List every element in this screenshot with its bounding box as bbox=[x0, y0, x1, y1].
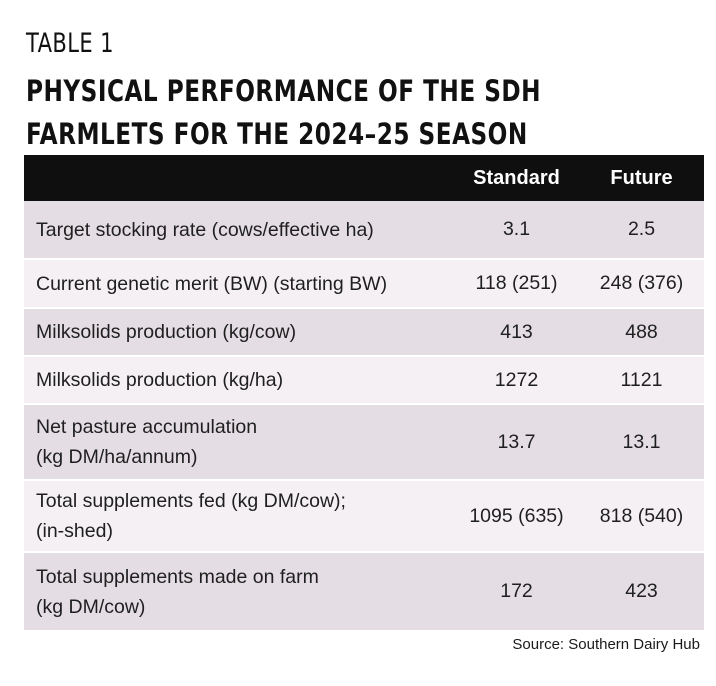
metric-line: Total supplements made on farm bbox=[36, 565, 319, 588]
metric-line: (kg DM/ha/annum) bbox=[36, 446, 198, 468]
table-title-line-1: PHYSICAL PERFORMANCE OF THE SDH bbox=[26, 74, 542, 108]
table-row: Net pasture accumulation (kg DM/ha/annum… bbox=[24, 404, 704, 480]
row-metric: Net pasture accumulation (kg DM/ha/annum… bbox=[24, 404, 454, 480]
row-standard-value: 172 bbox=[500, 580, 533, 602]
row-standard-value: 413 bbox=[500, 320, 533, 343]
row-standard-value: 3.1 bbox=[502, 218, 531, 240]
header-standard: Standard bbox=[473, 166, 560, 189]
header-row: Standard Future bbox=[24, 155, 704, 201]
table-row: Milksolids production (kg/ha) 1272 1121 bbox=[24, 356, 704, 404]
row-future-value: 13.1 bbox=[622, 430, 661, 453]
table-row: Milksolids production (kg/cow) 413 488 bbox=[24, 308, 704, 356]
metric-line: Target stocking rate (cows/effective ha) bbox=[36, 218, 374, 241]
table-row: Current genetic merit (BW) (starting BW)… bbox=[24, 259, 704, 308]
row-future-value: 488 bbox=[625, 320, 658, 343]
row-metric: Milksolids production (kg/ha) bbox=[24, 356, 454, 404]
row-standard-value: 13.7 bbox=[497, 430, 536, 453]
row-metric: Total supplements fed (kg DM/cow); (in-s… bbox=[24, 480, 454, 552]
row-metric: Current genetic merit (BW) (starting BW) bbox=[24, 259, 454, 308]
metric-line: Total supplements fed (kg DM/cow); bbox=[36, 490, 346, 512]
header-future: Future bbox=[610, 166, 673, 189]
performance-table: Standard Future Target stocking rate (co… bbox=[24, 155, 704, 632]
row-metric: Target stocking rate (cows/effective ha) bbox=[24, 201, 454, 259]
row-standard-value: 1272 bbox=[494, 368, 539, 391]
metric-line: (in-shed) bbox=[36, 520, 113, 542]
row-metric: Total supplements made on farm (kg DM/co… bbox=[24, 552, 454, 631]
table-row: Total supplements fed (kg DM/cow); (in-s… bbox=[24, 480, 704, 552]
table-row: Target stocking rate (cows/effective ha)… bbox=[24, 201, 704, 259]
metric-line: Milksolids production (kg/ha) bbox=[36, 369, 284, 391]
header-metric bbox=[24, 155, 454, 201]
row-standard-value: 1095 (635) bbox=[469, 504, 564, 527]
metric-line: Milksolids production (kg/cow) bbox=[36, 321, 297, 343]
row-future-value: 1121 bbox=[620, 368, 663, 391]
row-standard-value: 118 (251) bbox=[475, 272, 558, 294]
row-future-value: 2.5 bbox=[627, 218, 656, 240]
metric-line: Net pasture accumulation bbox=[36, 416, 258, 438]
metric-line: Current genetic merit (BW) (starting BW) bbox=[36, 272, 388, 295]
row-metric: Milksolids production (kg/cow) bbox=[24, 308, 454, 356]
row-future-value: 423 bbox=[625, 580, 658, 602]
table-row: Total supplements made on farm (kg DM/co… bbox=[24, 552, 704, 631]
table-label: TABLE 1 bbox=[26, 28, 114, 59]
metric-line: (kg DM/cow) bbox=[36, 595, 146, 618]
source-note: Source: Southern Dairy Hub bbox=[512, 636, 700, 653]
row-future-value: 818 (540) bbox=[599, 504, 684, 527]
table-title-line-2: FARMLETS FOR THE 2024–25 SEASON bbox=[26, 117, 528, 151]
row-future-value: 248 (376) bbox=[599, 272, 684, 294]
table-title: PHYSICAL PERFORMANCE OF THE SDH FARMLETS… bbox=[26, 70, 541, 156]
